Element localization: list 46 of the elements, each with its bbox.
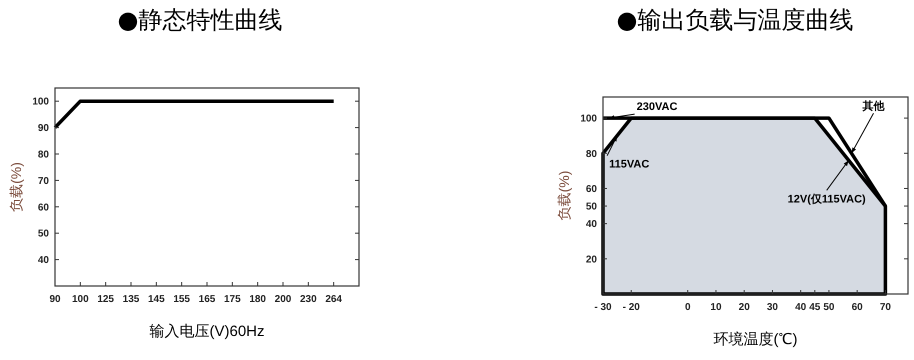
x-tick-label: 230 — [300, 294, 318, 305]
x-tick-label: 180 — [249, 294, 266, 305]
x-tick-label: 90 — [49, 294, 61, 305]
y-tick-label: 80 — [586, 148, 598, 160]
chart-title: ●输出负载与温度曲线 — [616, 6, 854, 34]
x-tick-label: 175 — [224, 294, 242, 305]
x-tick-label: 264 — [325, 294, 342, 305]
annotation: 12V(仅115VAC) — [788, 193, 866, 206]
y-tick-label: 90 — [38, 123, 50, 134]
x-tick-label: 20 — [738, 302, 750, 313]
annotation: 其他 — [862, 99, 886, 112]
y-tick-label: 20 — [586, 254, 598, 266]
x-tick-label: 0 — [684, 302, 691, 313]
x-tick-label: 100 — [72, 294, 90, 305]
x-tick-label: 40 — [795, 302, 807, 313]
x-tick-label: 200 — [274, 294, 292, 305]
x-tick-label: 165 — [198, 294, 216, 305]
x-tick-label: 45 — [809, 302, 821, 313]
y-tick-label: 50 — [38, 228, 50, 240]
x-tick-label: 125 — [97, 294, 114, 305]
y-tick-label: 100 — [32, 96, 50, 108]
y-tick-label: 100 — [580, 114, 598, 125]
x-tick-label: 50 — [823, 302, 835, 313]
x-tick-label: 30 — [766, 302, 778, 313]
annotation: 230VAC — [636, 101, 678, 114]
annotation: 115VAC — [609, 158, 650, 171]
y-tick-label: 60 — [586, 184, 598, 195]
y-tick-label: 70 — [38, 176, 50, 187]
y-tick-label: 40 — [38, 255, 50, 266]
x-tick-label: - 20 — [622, 302, 640, 313]
y-tick-label: 50 — [586, 202, 598, 213]
x-tick-label: 70 — [880, 302, 892, 313]
y-axis-title: 负载(%) — [556, 170, 572, 220]
y-tick-label: 80 — [38, 150, 50, 160]
chart-title: ●静态特性曲线 — [118, 6, 282, 34]
y-tick-label: 40 — [586, 219, 598, 230]
x-tick-label: - 30 — [594, 302, 612, 313]
x-axis-title: 环境温度(℃) — [714, 331, 798, 348]
x-tick-label: 10 — [710, 302, 722, 313]
x-tick-label: 155 — [173, 294, 190, 305]
y-tick-label: 60 — [38, 202, 50, 214]
x-tick-label: 60 — [852, 302, 864, 313]
x-axis-title: 输入电压(V)60Hz — [149, 323, 265, 340]
x-tick-label: 145 — [148, 294, 166, 305]
x-tick-label: 135 — [122, 294, 140, 305]
y-axis-title: 负载(%) — [8, 162, 24, 212]
